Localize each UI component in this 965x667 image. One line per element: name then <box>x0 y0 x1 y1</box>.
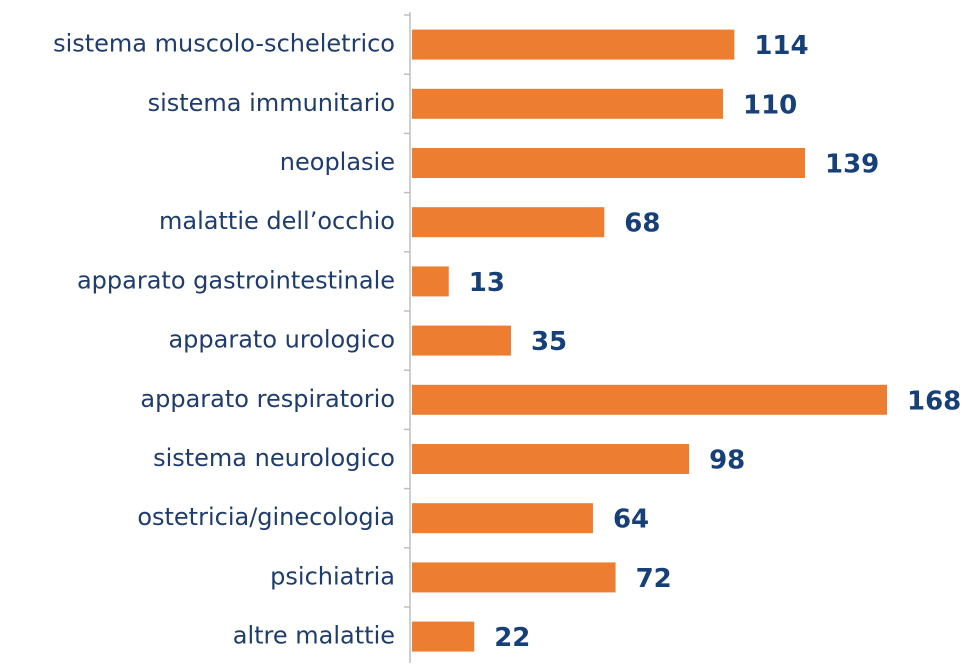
value-label: 139 <box>825 150 879 180</box>
bar <box>412 207 605 238</box>
value-label: 114 <box>754 31 808 61</box>
bar <box>412 325 511 356</box>
bar <box>412 621 475 652</box>
value-label: 22 <box>494 623 530 653</box>
category-label: malattie dell’occhio <box>159 207 395 235</box>
bar <box>412 29 735 60</box>
bar <box>412 148 806 178</box>
value-label: 110 <box>743 90 797 120</box>
category-label: altre malattie <box>233 622 395 650</box>
category-label: psichiatria <box>270 562 395 590</box>
value-label: 68 <box>624 209 660 239</box>
value-label: 168 <box>907 386 961 416</box>
category-label: neoplasie <box>280 148 395 176</box>
value-label: 35 <box>531 327 567 357</box>
category-label: apparato urologico <box>168 326 395 354</box>
category-label: ostetricia/ginecologia <box>137 503 395 531</box>
bar <box>412 444 690 474</box>
value-label: 72 <box>636 564 672 594</box>
bar <box>412 562 616 593</box>
category-label: apparato gastrointestinale <box>77 266 395 294</box>
bar <box>412 384 887 415</box>
value-label: 64 <box>613 505 649 535</box>
category-label: sistema immunitario <box>148 89 395 117</box>
bar <box>412 88 724 119</box>
category-label: sistema muscolo-scheletrico <box>53 30 395 58</box>
category-label: sistema neurologico <box>153 444 395 472</box>
bar <box>412 503 593 534</box>
value-label: 98 <box>709 446 745 476</box>
bar <box>412 266 449 297</box>
value-label: 13 <box>469 268 505 298</box>
category-label: apparato respiratorio <box>140 385 395 413</box>
